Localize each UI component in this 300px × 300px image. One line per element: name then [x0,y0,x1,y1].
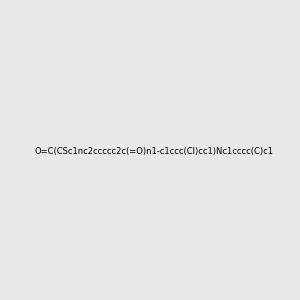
Text: O=C(CSc1nc2ccccc2c(=O)n1-c1ccc(Cl)cc1)Nc1cccc(C)c1: O=C(CSc1nc2ccccc2c(=O)n1-c1ccc(Cl)cc1)Nc… [34,147,273,156]
